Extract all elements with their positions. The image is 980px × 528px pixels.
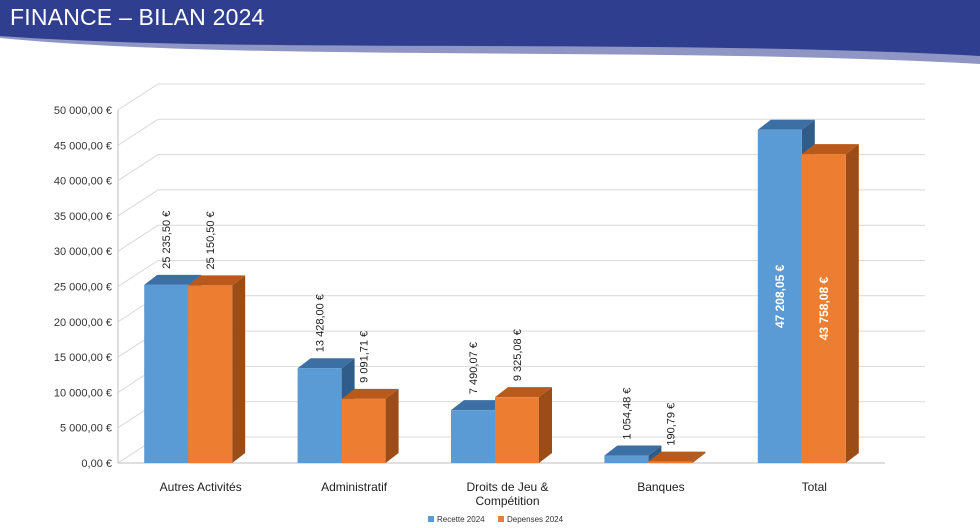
x-category-label-line: Droits de Jeu & (466, 480, 548, 494)
bar-front (604, 455, 649, 463)
bar-top (297, 358, 355, 369)
bar-side (648, 445, 662, 463)
bar-side (692, 451, 706, 463)
bar-top (341, 388, 399, 399)
data-label: 13 428,00 € (315, 294, 327, 352)
bar-side (385, 388, 399, 463)
x-category-label-line: Administratif (321, 480, 388, 494)
header-banner (0, 0, 980, 70)
gridline-side (117, 83, 159, 111)
gridline-side (117, 189, 159, 217)
x-category-label: Total (802, 480, 827, 494)
bar-top (144, 274, 202, 285)
bar-front (495, 397, 539, 463)
bar-front (341, 398, 386, 463)
bar-front (648, 461, 693, 463)
banner-band (0, 0, 980, 56)
x-category-label: Banques (637, 480, 684, 494)
x-category-label: Autres Activités (160, 480, 242, 494)
bar-top (604, 445, 662, 456)
y-tick-label: 0,00 € (81, 458, 112, 470)
gridline-side (117, 154, 159, 182)
gridline-side (117, 224, 159, 252)
data-label: 25 235,50 € (161, 211, 173, 269)
x-category-label: Administratif (321, 480, 388, 494)
gridline-side (117, 118, 159, 146)
y-tick-label: 30 000,00 € (54, 246, 112, 258)
data-label: 43 758,08 € (817, 277, 831, 341)
bar-top (495, 387, 552, 398)
bar-front (757, 129, 802, 463)
y-tick-label: 25 000,00 € (54, 282, 112, 294)
y-tick-label: 15 000,00 € (54, 352, 112, 364)
data-label: 7 490,07 € (468, 342, 480, 394)
bar-top (648, 451, 706, 462)
bar-front (451, 410, 495, 463)
x-category-label-line: Total (802, 480, 827, 494)
data-label: 1 054,48 € (621, 388, 633, 440)
x-category-label: Droits de Jeu & Compétition (466, 480, 548, 508)
legend-label: Recette 2024 (437, 515, 485, 524)
bar-top (757, 119, 815, 130)
bar-top (451, 400, 508, 411)
data-label: 9 091,71 € (359, 331, 371, 383)
x-category-label-line: Autres Activités (160, 480, 242, 494)
gridline-side (117, 260, 159, 287)
data-label: 47 208,05 € (773, 264, 787, 328)
bar-depenses (648, 451, 706, 463)
bar-depenses (188, 275, 246, 463)
data-label: 190,79 € (665, 403, 677, 446)
bar-recette (604, 445, 662, 463)
y-tick-label: 45 000,00 € (54, 140, 112, 152)
bar-top (188, 275, 246, 286)
y-tick-label: 50 000,00 € (54, 105, 112, 117)
y-tick-label: 40 000,00 € (54, 176, 112, 188)
data-label: 25 150,50 € (205, 211, 217, 269)
y-tick-label: 10 000,00 € (54, 387, 112, 399)
page-title: FINANCE – BILAN 2024 (10, 4, 265, 30)
y-tick-label: 35 000,00 € (54, 211, 112, 223)
legend-swatch (428, 516, 434, 522)
x-category-label-line: Banques (637, 480, 684, 494)
bar-side (845, 144, 859, 463)
bar-front (144, 284, 189, 463)
bar-front (297, 368, 342, 463)
bar-depenses (495, 387, 552, 463)
legend-swatch (498, 516, 504, 522)
bar-top (801, 144, 859, 155)
bar-front (801, 154, 846, 463)
data-label: 9 325,08 € (512, 329, 524, 381)
bar-side (232, 275, 246, 463)
bar-depenses (801, 144, 859, 463)
y-tick-label: 20 000,00 € (54, 317, 112, 329)
y-tick-label: 5 000,00 € (60, 423, 112, 435)
legend-label: Depenses 2024 (507, 515, 564, 524)
bar-front (188, 285, 233, 463)
bar-side (539, 387, 552, 463)
x-category-label-line: Compétition (475, 494, 539, 508)
bar-depenses (341, 388, 399, 463)
